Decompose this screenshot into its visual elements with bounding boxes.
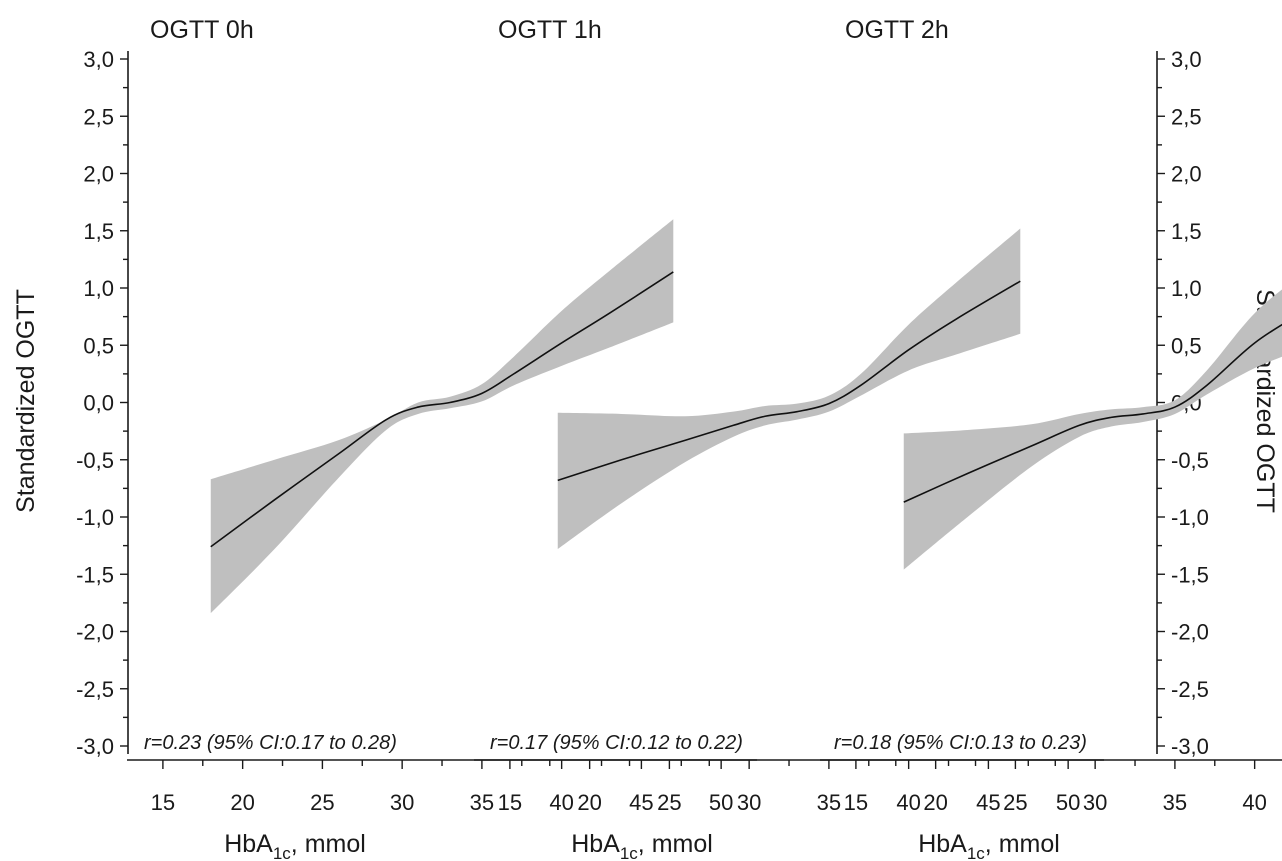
- x-tick-label: 25: [657, 790, 681, 815]
- y-tick-label: 2,5: [1171, 104, 1202, 129]
- y-tick-label: -1,5: [1171, 562, 1209, 587]
- ci-band: [557, 228, 1021, 550]
- y-tick-label: 0,0: [83, 391, 114, 416]
- ci-band: [210, 219, 674, 614]
- x-axis-title: HbA1c, mmol: [571, 830, 713, 861]
- x-tick-label: 30: [737, 790, 761, 815]
- fit-line: [903, 323, 1282, 503]
- x-tick-label: 20: [923, 790, 947, 815]
- x-tick-label: 50: [709, 790, 733, 815]
- x-tick-label: 30: [1083, 790, 1107, 815]
- x-tick-label: 40: [549, 790, 573, 815]
- y-tick-label: -2,5: [1171, 677, 1209, 702]
- y-tick-label: -2,0: [76, 620, 114, 645]
- x-tick-label: 15: [844, 790, 868, 815]
- fit-line: [557, 280, 1021, 482]
- y-tick-label: 1,5: [83, 219, 114, 244]
- y-tick-label: 0,5: [83, 333, 114, 358]
- x-tick-label: 20: [230, 790, 254, 815]
- y-tick-label: 1,0: [1171, 276, 1202, 301]
- y-tick-label: 0,5: [1171, 333, 1202, 358]
- y-tick-label: -0,5: [1171, 448, 1209, 473]
- x-tick-label: 15: [498, 790, 522, 815]
- panel-title: OGTT 2h: [845, 16, 949, 44]
- y-tick-label: 1,5: [1171, 219, 1202, 244]
- panel-title: OGTT 1h: [498, 16, 602, 44]
- panel-ogtt-0h: OGTT 0h r=0.23 (95% CI:0.17 to 0.28) 15 2…: [127, 16, 758, 861]
- x-tick-label: 25: [310, 790, 334, 815]
- y-tick-label: -1,0: [1171, 505, 1209, 530]
- x-tick-label: 20: [577, 790, 601, 815]
- x-axis-title: HbA1c, mmol: [224, 830, 366, 861]
- x-tick-label: 25: [1003, 790, 1027, 815]
- correlation-annotation: r=0.17 (95% CI:0.12 to 0.22): [490, 732, 743, 754]
- ci-band: [903, 289, 1282, 570]
- x-tick-label: 50: [1056, 790, 1080, 815]
- x-axis-title: HbA1c, mmol: [918, 830, 1060, 861]
- x-tick-label: 40: [896, 790, 920, 815]
- y-tick-label: 2,0: [1171, 162, 1202, 187]
- y-tick-label: -0,5: [76, 448, 114, 473]
- x-tick-label: 35: [817, 790, 841, 815]
- left-y-axis-title: Standardized OGTT: [12, 289, 40, 513]
- panel-title: OGTT 0h: [150, 16, 254, 44]
- y-tick-label: -2,5: [76, 677, 114, 702]
- x-tick-label: 35: [470, 790, 494, 815]
- panel-ogtt-2h: OGTT 2h r=0.18 (95% CI:0.13 to 0.23) 15 2…: [820, 16, 1282, 861]
- x-axis: 15 20 25 30 35 40 45 50: [820, 759, 1282, 815]
- fit-line: [210, 271, 674, 548]
- correlation-annotation: r=0.23 (95% CI:0.17 to 0.28): [144, 732, 397, 754]
- y-tick-label: 2,5: [83, 104, 114, 129]
- x-tick-label: 45: [976, 790, 1000, 815]
- correlation-annotation: r=0.18 (95% CI:0.13 to 0.23): [834, 732, 1087, 754]
- x-tick-label: 40: [1242, 790, 1266, 815]
- y-tick-label: -3,0: [1171, 734, 1209, 759]
- y-tick-label: -3,0: [76, 734, 114, 759]
- y-tick-label: -1,5: [76, 562, 114, 587]
- right-y-axis: 3,02,52,01,51,00,50,0-0,5-1,0-1,5-2,0-2,…: [1156, 47, 1209, 759]
- x-tick-label: 45: [629, 790, 653, 815]
- left-y-axis: 3,0 2,5 2,0 1,5 1,0 0,5 0,0 -0,5 -1,0 -1,5 -2,0 -2,…: [76, 47, 129, 759]
- x-tick-label: 15: [151, 790, 175, 815]
- y-tick-label: 1,0: [83, 276, 114, 301]
- y-tick-label: 3,0: [83, 47, 114, 72]
- x-tick-label: 30: [390, 790, 414, 815]
- y-tick-label: 2,0: [83, 162, 114, 187]
- y-tick-label: -2,0: [1171, 620, 1209, 645]
- x-axis: 15 20 25 30 35 40 45 50: [127, 759, 758, 815]
- y-tick-label: 3,0: [1171, 47, 1202, 72]
- x-tick-label: 35: [1163, 790, 1187, 815]
- y-tick-label: -1,0: [76, 505, 114, 530]
